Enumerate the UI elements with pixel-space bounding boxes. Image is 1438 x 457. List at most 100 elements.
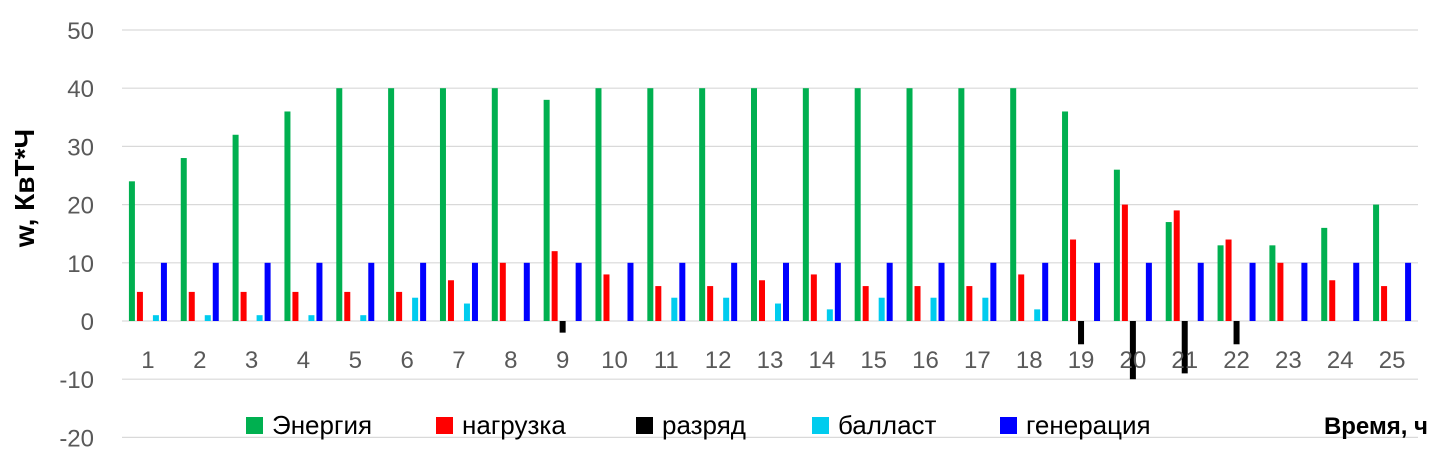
x-tick-label: 7 (452, 347, 465, 374)
bar-5-14 (834, 262, 841, 321)
bar-2-14 (810, 274, 817, 321)
x-tick-label: 22 (1223, 347, 1250, 374)
bar-5-16 (938, 262, 945, 321)
bar-2-15 (862, 286, 869, 321)
bar-2-20 (1121, 204, 1128, 321)
bar-2-5 (344, 291, 351, 321)
legend-swatch-1 (246, 417, 263, 434)
bar-5-17 (990, 262, 997, 321)
bar-2-23 (1277, 262, 1284, 321)
bar-1-14 (802, 88, 809, 321)
y-tick-label: 40 (67, 76, 94, 103)
y-tick-label: -10 (59, 367, 94, 394)
bar-4-11 (671, 297, 678, 321)
bar-1-1 (128, 181, 135, 321)
x-tick-label: 6 (400, 347, 413, 374)
legend-label-1: Энергия (272, 410, 372, 440)
bar-1-5 (336, 88, 343, 321)
bar-1-2 (180, 158, 187, 321)
bar-1-19 (1062, 111, 1069, 321)
bar-5-11 (679, 262, 686, 321)
bar-2-21 (1173, 210, 1180, 321)
bar-4-12 (723, 297, 730, 321)
bar-1-18 (1010, 88, 1017, 321)
x-tick-label: 24 (1327, 347, 1354, 374)
bar-5-23 (1301, 262, 1308, 321)
bar-5-1 (160, 262, 167, 321)
bar-5-19 (1094, 262, 1101, 321)
bar-3-22 (1233, 321, 1240, 345)
bar-2-7 (447, 280, 454, 321)
bar-3-20 (1129, 321, 1136, 380)
bar-2-17 (966, 286, 973, 321)
x-tick-label: 12 (705, 347, 732, 374)
bar-4-4 (308, 315, 315, 321)
bar-3-21 (1181, 321, 1188, 374)
bar-1-21 (1165, 222, 1172, 321)
bar-4-14 (826, 309, 833, 321)
bar-1-9 (543, 99, 550, 321)
y-tick-label: 30 (67, 134, 94, 161)
bar-2-12 (707, 286, 714, 321)
bar-2-25 (1381, 286, 1388, 321)
legend-swatch-5 (1000, 417, 1017, 434)
bar-4-2 (204, 315, 211, 321)
y-axis-label: w, КвТ*Ч (9, 129, 40, 248)
x-tick-label: 3 (245, 347, 258, 374)
bar-1-20 (1113, 169, 1120, 321)
bar-5-4 (316, 262, 323, 321)
x-axis-ticks: 1 2 3 4 5 6 7 8 9 10 11 12 13 14 15 16 17 18 19 20 21 22 23 24 2… (141, 347, 1405, 374)
legend-swatch-3 (636, 417, 653, 434)
x-tick-label: 25 (1379, 347, 1406, 374)
y-tick-label: 20 (67, 193, 94, 220)
bars (128, 88, 1412, 380)
bar-1-6 (388, 88, 395, 321)
bar-2-4 (292, 291, 299, 321)
legend-label-3: разряд (662, 410, 746, 440)
bar-4-16 (930, 297, 937, 321)
bar-3-19 (1078, 321, 1085, 345)
bar-1-13 (751, 88, 757, 321)
bar-1-7 (439, 88, 446, 321)
x-tick-label: 23 (1275, 347, 1302, 374)
legend-label-5: генерация (1026, 410, 1151, 440)
x-tick-label: 17 (964, 347, 991, 374)
x-tick-label: 19 (1068, 347, 1095, 374)
bar-2-9 (551, 251, 558, 321)
x-tick-label: 1 (141, 347, 154, 374)
bar-1-10 (595, 88, 602, 321)
bar-1-17 (958, 88, 965, 321)
bar-2-24 (1329, 280, 1336, 321)
bar-2-2 (188, 291, 195, 321)
x-tick-label: 20 (1120, 347, 1147, 374)
gridlines (122, 29, 1418, 438)
y-tick-label: 50 (67, 18, 94, 45)
bar-1-23 (1269, 245, 1276, 321)
bar-5-8 (523, 262, 530, 321)
bar-5-2 (212, 262, 219, 321)
bar-4-6 (412, 297, 419, 321)
x-tick-label: 21 (1171, 347, 1198, 374)
bar-5-25 (1405, 262, 1412, 321)
x-tick-label: 4 (297, 347, 310, 374)
bar-5-13 (783, 262, 789, 321)
bar-5-21 (1197, 262, 1204, 321)
bar-1-15 (854, 88, 861, 321)
bar-2-10 (603, 274, 610, 321)
bar-2-8 (499, 262, 506, 321)
x-tick-label: 15 (860, 347, 887, 374)
y-tick-label: 10 (67, 251, 94, 278)
bar-4-17 (982, 297, 989, 321)
x-tick-label: 16 (912, 347, 939, 374)
bar-1-12 (699, 88, 706, 321)
bar-4-7 (463, 303, 470, 321)
y-tick-label: 0 (81, 309, 94, 336)
bar-2-19 (1070, 239, 1077, 321)
bar-2-13 (759, 280, 765, 321)
bar-1-22 (1217, 245, 1224, 321)
bar-5-15 (886, 262, 893, 321)
bar-1-24 (1321, 227, 1328, 321)
bar-4-18 (1034, 309, 1041, 321)
bar-1-4 (284, 111, 291, 321)
